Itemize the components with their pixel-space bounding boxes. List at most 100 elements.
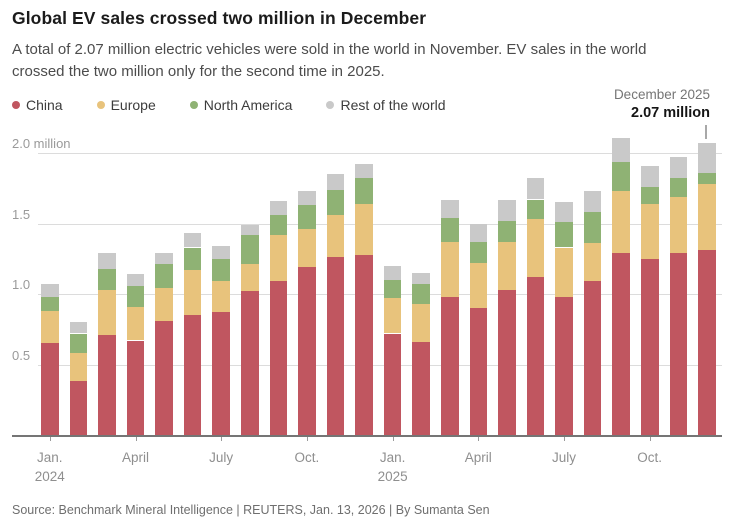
bar-segment-dec-2025-china [698,250,716,435]
bar-segment-may-2024-rest-of-the-world [155,253,173,265]
gridline-1.5 [38,223,722,225]
bar-segment-may-2025-china [498,289,516,435]
y-axis-label-2: 2.0 million [12,136,71,151]
source-attribution: Source: Benchmark Mineral Intelligence |… [12,503,490,517]
bar-segment-oct-2024-europe [298,229,316,268]
legend-dot-icon-north-america [189,101,198,109]
bar-segment-dec-2024-rest-of-the-world [355,164,373,179]
y-axis-label-1.5: 1.5 [12,206,31,222]
bar-segment-mar-2024-europe [98,289,116,335]
gridline-0.5 [38,364,722,366]
bar-segment-nov-2024-north-america [326,189,345,216]
bar-segment-nov-2024-europe [326,215,345,258]
x-axis-label-april: April [121,450,149,465]
bar-segment-oct-2025-china [641,258,659,436]
legend-dot-icon-rest-of-the-world [326,101,335,109]
annotation-pointer-line [705,125,707,139]
x-axis-tick-april [478,437,480,441]
bar-segment-may-2025-europe [498,241,516,290]
bar-segment-feb-2024-europe [69,353,88,382]
bar-segment-mar-2025-north-america [441,217,459,242]
page-title: Global EV sales crossed two million in D… [12,8,427,28]
bar-segment-oct-2025-rest-of-the-world [641,165,659,187]
x-axis-tick-jan-2024 [49,437,51,441]
x-axis-tick-april [135,437,137,441]
bar-segment-oct-2024-china [298,267,316,435]
bar-segment-apr-2025-rest-of-the-world [469,223,488,242]
bar-segment-dec-2025-rest-of-the-world [698,143,716,173]
bar-segment-feb-2024-rest-of-the-world [69,322,88,334]
bar-segment-nov-2025-europe [669,196,687,254]
bar-segment-apr-2024-china [126,340,145,435]
bar-segment-jul-2025-europe [555,247,573,297]
bar-segment-feb-2025-china [412,341,430,435]
bar-segment-jun-2025-europe [526,219,545,278]
bar-segment-aug-2025-europe [583,243,602,282]
chart-subtitle: A total of 2.07 million electric vehicle… [12,39,646,82]
bar-segment-nov-2025-rest-of-the-world [669,157,687,179]
bar-segment-mar-2025-europe [441,241,459,297]
bar-segment-mar-2024-north-america [98,268,116,290]
bar-segment-jun-2024-north-america [183,247,202,271]
bar-segment-sep-2024-europe [269,234,288,282]
bar-segment-apr-2024-europe [126,306,145,341]
annotation-date-label: December 2025 [613,87,710,102]
gridline-2 [38,153,722,154]
bar-segment-apr-2024-rest-of-the-world [126,274,145,286]
x-axis-tick-july [564,437,565,441]
bar-segment-jul-2025-rest-of-the-world [555,202,573,223]
y-axis-label-1: 1.0 [12,277,31,292]
bar-segment-feb-2025-north-america [412,284,430,304]
bar-segment-sep-2024-north-america [269,215,288,235]
bar-segment-jun-2025-north-america [526,199,545,220]
legend-dot-icon-europe [96,101,105,109]
bar-segment-may-2024-north-america [155,264,173,289]
bar-segment-feb-2025-europe [412,303,430,342]
bar-segment-sep-2024-rest-of-the-world [269,200,288,215]
legend-label-north-america: North America [203,97,293,113]
bar-segment-aug-2025-rest-of-the-world [583,191,602,213]
x-axis-label-july: July [209,450,234,465]
bar-segment-jul-2024-china [212,312,230,435]
bar-segment-mar-2024-rest-of-the-world [98,253,116,269]
x-axis-label-july: July [551,450,576,465]
bar-segment-sep-2025-china [612,253,630,435]
bar-segment-jul-2025-china [555,296,573,435]
bar-segment-sep-2024-china [269,281,288,435]
bar-segment-jan-2024-china [41,343,59,436]
bar-segment-jun-2024-europe [183,270,202,316]
bar-segment-apr-2025-china [469,308,488,435]
x-axis-baseline [12,435,722,437]
subtitle-line-2: crossed the two million only for the sec… [12,62,385,80]
bar-segment-may-2024-china [155,320,173,435]
bar-segment-jul-2024-europe [212,281,230,313]
bar-segment-jul-2025-north-america [555,222,573,248]
bar-segment-apr-2025-north-america [469,241,488,263]
bar-segment-aug-2024-rest-of-the-world [241,224,259,235]
bar-segment-apr-2025-europe [469,263,488,309]
bar-segment-jan-2024-rest-of-the-world [41,284,59,297]
bar-segment-aug-2024-china [241,291,259,435]
bar-segment-apr-2024-north-america [126,285,145,307]
x-axis-tick-oct [649,437,651,441]
peak-annotation: December 2025 2.07 million [614,87,710,121]
bar-segment-jun-2024-rest-of-the-world [183,233,202,248]
bar-segment-jun-2025-rest-of-the-world [526,178,545,200]
bar-segment-oct-2024-rest-of-the-world [298,191,316,206]
bar-segment-nov-2025-north-america [669,178,687,197]
bar-segment-dec-2025-north-america [698,172,716,184]
bar-segment-dec-2025-europe [698,184,716,251]
bar-segment-jan-2024-north-america [41,296,59,311]
bar-segment-jan-2025-europe [383,298,402,334]
bar-segment-jan-2025-china [383,333,402,435]
legend-label-china: China [26,97,63,113]
x-axis-label-oct: Oct. [637,450,663,465]
bar-segment-aug-2024-north-america [241,234,259,265]
bar-segment-mar-2024-china [98,334,116,435]
x-axis-tick-oct [306,437,308,441]
bar-segment-nov-2024-rest-of-the-world [326,174,345,190]
bar-segment-dec-2024-china [355,254,373,435]
bar-segment-sep-2025-north-america [612,161,630,192]
x-axis-tick-july [221,437,223,441]
bar-segment-may-2024-europe [155,288,173,321]
